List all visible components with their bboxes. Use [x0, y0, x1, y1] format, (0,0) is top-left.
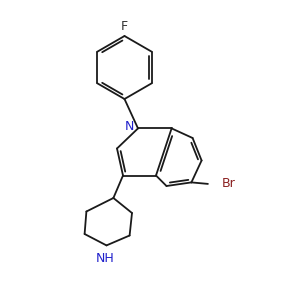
Text: NH: NH [96, 251, 114, 265]
Text: F: F [121, 20, 128, 33]
Text: N: N [125, 119, 134, 133]
Text: Br: Br [221, 177, 235, 190]
